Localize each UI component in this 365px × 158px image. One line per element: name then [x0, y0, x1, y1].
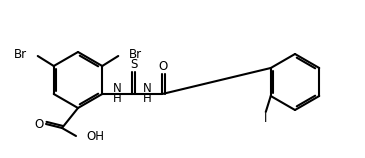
Text: Br: Br: [129, 48, 142, 61]
Text: O: O: [34, 118, 44, 131]
Text: Br: Br: [14, 48, 27, 61]
Text: N: N: [143, 82, 151, 95]
Text: H: H: [143, 92, 151, 106]
Text: I: I: [264, 112, 268, 125]
Text: N: N: [113, 82, 122, 95]
Text: OH: OH: [86, 130, 104, 143]
Text: H: H: [113, 92, 122, 106]
Text: S: S: [130, 58, 138, 72]
Text: O: O: [159, 61, 168, 73]
